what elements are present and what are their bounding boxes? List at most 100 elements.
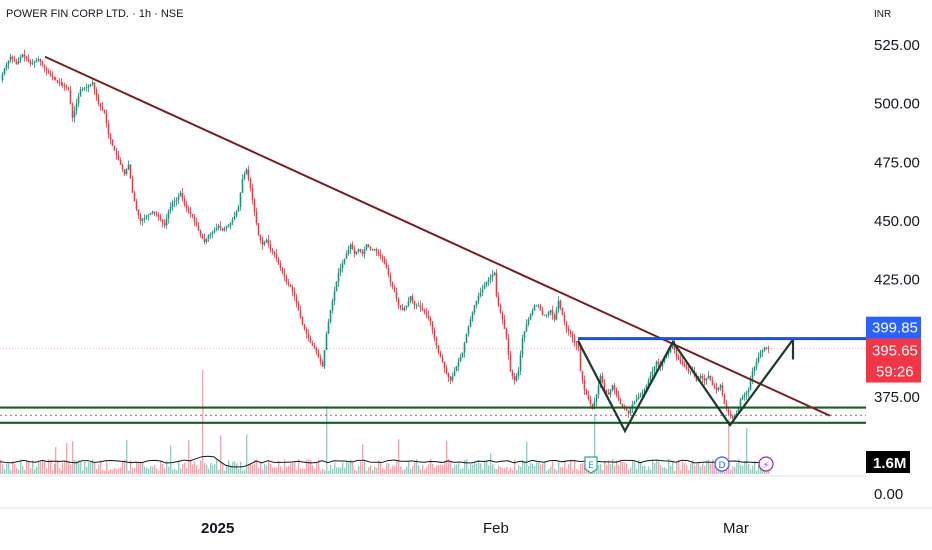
volume-bar <box>40 461 42 474</box>
w-pattern-drawing[interactable] <box>577 338 794 434</box>
event-marker-0[interactable]: E <box>584 456 598 474</box>
candle-body <box>539 305 542 311</box>
event-marker-2[interactable]: ⚡ <box>758 456 774 472</box>
candle-body <box>749 380 752 390</box>
volume-bar <box>16 467 18 474</box>
candle-body <box>369 246 372 250</box>
volume-bar <box>114 468 116 474</box>
volume-bar <box>126 440 128 474</box>
candle-body <box>631 404 634 409</box>
volume-bar <box>498 465 500 474</box>
candle-body <box>97 96 100 104</box>
volume-bar <box>284 459 286 474</box>
candle-body <box>657 361 660 365</box>
volume-bar <box>250 463 252 474</box>
volume-bar <box>352 462 354 474</box>
resistance-price-label: 399.85 <box>866 316 921 339</box>
candle-body <box>311 343 314 346</box>
volume-bar <box>42 459 44 474</box>
candle-body <box>73 110 76 118</box>
candle-body <box>701 375 704 379</box>
volume-bar <box>244 469 246 474</box>
candle-body <box>427 314 430 319</box>
volume-bar <box>278 460 280 474</box>
candle-body <box>185 204 188 209</box>
candle-body <box>707 375 710 379</box>
volume-bar <box>532 463 534 474</box>
volume-bar <box>398 439 400 474</box>
candle-body <box>31 62 34 64</box>
candle-body <box>493 272 496 275</box>
volume-bar <box>402 469 404 474</box>
volume-bar <box>732 466 734 474</box>
volume-bar <box>432 463 434 474</box>
candle-body <box>259 235 262 240</box>
volume-bar <box>252 464 254 474</box>
candle-body <box>613 385 616 390</box>
candle-body <box>271 249 274 252</box>
volume-bar <box>672 460 674 474</box>
volume-label: 1.6M <box>866 451 910 473</box>
volume-bar <box>704 465 706 474</box>
volume-bar <box>170 445 172 474</box>
volume-bar <box>564 461 566 474</box>
candle-body <box>13 59 16 62</box>
candle-body <box>89 84 92 86</box>
candle-body <box>51 74 54 78</box>
candle-body <box>199 230 202 236</box>
volume-bar <box>220 435 222 474</box>
candle-body <box>313 345 316 348</box>
candle-body <box>699 375 702 379</box>
candle-body <box>633 401 636 405</box>
volume-bar <box>28 461 30 474</box>
candle-body <box>267 239 270 245</box>
volume-bar <box>748 464 750 474</box>
candle-body <box>403 307 406 311</box>
volume-bar <box>188 439 190 474</box>
volume-bar <box>314 468 316 474</box>
candle-body <box>685 366 688 369</box>
volume-bar <box>574 459 576 474</box>
volume-bar <box>228 460 230 474</box>
candle-body <box>709 375 712 381</box>
volume-bar <box>344 467 346 474</box>
candle-body <box>373 249 376 250</box>
volume-bar <box>298 459 300 474</box>
volume-bar <box>66 442 68 474</box>
candle-body <box>101 106 104 110</box>
volume-bar <box>718 470 720 474</box>
candle-body <box>269 244 272 250</box>
candle-body <box>83 88 86 89</box>
candle-body <box>759 352 762 358</box>
candle-body <box>255 211 258 224</box>
event-marker-1[interactable]: D <box>714 456 730 472</box>
candle-body <box>213 230 216 232</box>
volume-bar <box>210 463 212 474</box>
candle-body <box>195 221 198 226</box>
volume-bar <box>752 465 754 474</box>
candle-body <box>715 387 718 390</box>
volume-bar <box>20 459 22 474</box>
volume-bar <box>408 461 410 474</box>
symbol-title[interactable]: POWER FIN CORP LTD. · 1h · NSE <box>6 8 184 20</box>
candle-body <box>625 408 628 412</box>
volume-bar <box>332 468 334 474</box>
volume-bar <box>456 464 458 474</box>
volume-bar <box>22 465 24 474</box>
candle-body <box>729 413 732 416</box>
candle-body <box>227 225 230 228</box>
volume-bar <box>418 465 420 474</box>
downtrend-line[interactable] <box>44 55 831 417</box>
volume-bar <box>178 460 180 474</box>
volume-bar <box>142 461 144 474</box>
candle-body <box>103 109 106 114</box>
volume-bar <box>514 459 516 474</box>
candle-body <box>587 394 590 400</box>
volume-bar <box>82 470 84 474</box>
x-tick-feb: Feb <box>483 520 509 537</box>
candle-body <box>281 267 284 273</box>
volume-bar <box>446 440 448 474</box>
volume-bar <box>558 461 560 474</box>
volume-bar <box>358 465 360 474</box>
candle-body <box>297 303 300 311</box>
